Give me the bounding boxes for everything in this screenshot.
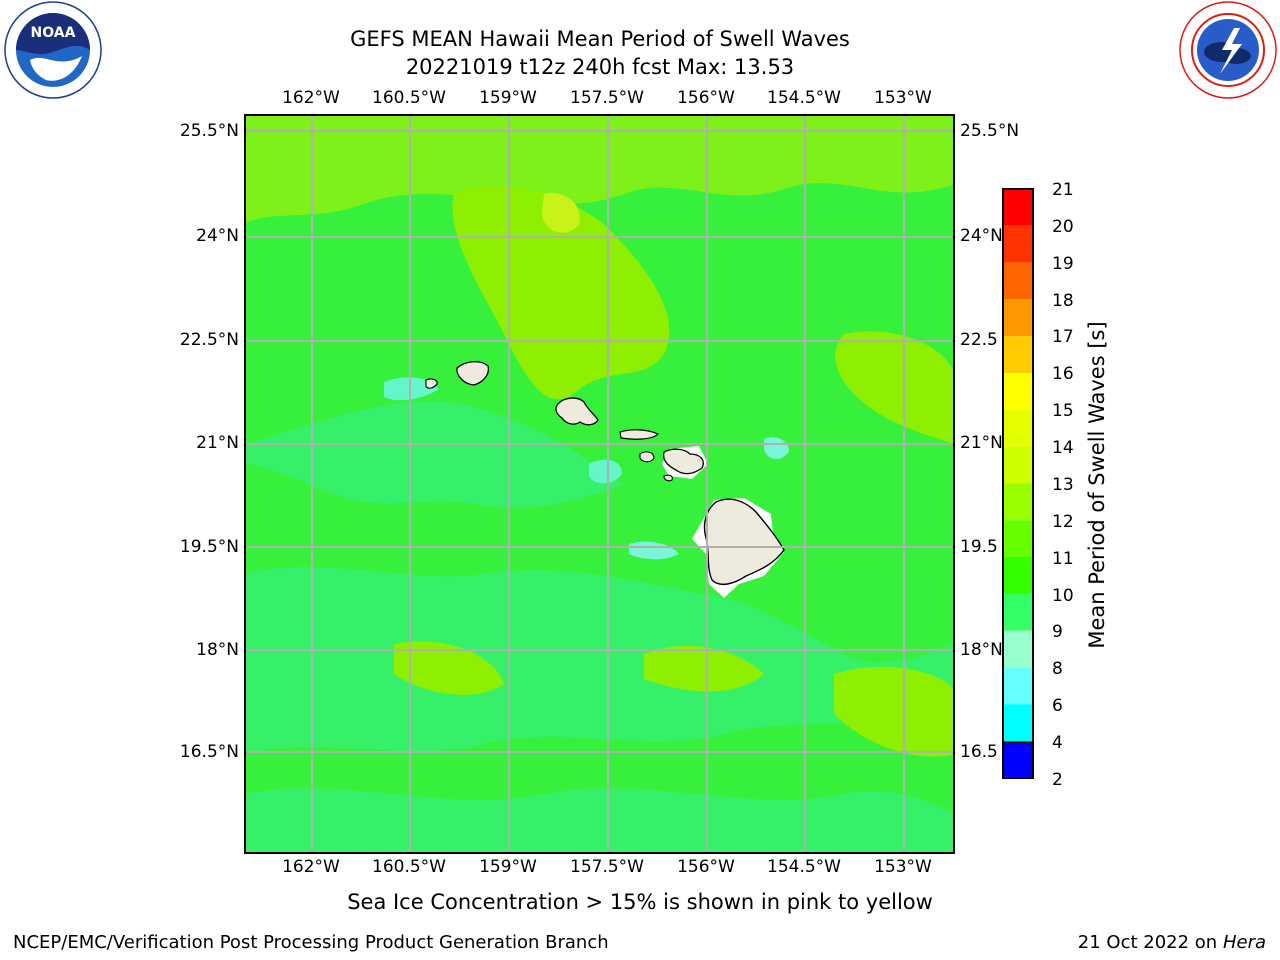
footer-date-text: 21 Oct 2022 on [1077,932,1223,953]
field-12-13-center [452,185,670,400]
colorbar-tick: 10 [1052,586,1074,606]
lat-label-right: 22.5 [960,330,998,350]
lon-label-bottom: 153°W [874,857,932,877]
lat-label-right: 18°N [960,640,1003,660]
lon-label-bottom: 160.5°W [372,857,446,877]
field-12-13-south-1 [394,641,504,695]
graticule [244,114,955,854]
lon-label-top: 157.5°W [570,88,644,108]
lat-label-left: 21°N [196,433,239,453]
colorbar-tick: 11 [1052,549,1074,569]
field-10-11-west [244,401,624,508]
map-panel [244,114,955,854]
field-9-10-patch-4 [764,437,789,460]
colorbar-tick: 15 [1052,401,1074,421]
lon-label-bottom: 156°W [677,857,735,877]
island-lanai [639,451,655,463]
lon-label-top: 156°W [677,88,735,108]
lon-label-top: 154.5°W [767,88,841,108]
lat-label-left: 22.5°N [179,330,239,350]
field-12-13-north [244,114,955,224]
map-title: GEFS MEAN Hawaii Mean Period of Swell Wa… [350,27,850,51]
lat-label-left: 25.5°N [179,121,239,141]
lat-label-left: 24°N [196,226,239,246]
field-12-13-south-3 [834,666,955,757]
colorbar-tick: 6 [1052,696,1063,716]
colorbar-tick: 18 [1052,291,1074,311]
sea-ice-note: Sea Ice Concentration > 15% is shown in … [347,890,933,914]
colorbar [1002,188,1034,779]
field-12-13-east [835,331,955,444]
field-10-11-south [244,566,955,754]
lat-label-left: 18°N [196,640,239,660]
lon-label-bottom: 159°W [479,857,537,877]
map-subtitle: 20221019 t12z 240h fcst Max: 13.53 [405,55,795,79]
island-kahoolawe [663,474,673,482]
lon-label-bottom: 162°W [282,857,340,877]
lon-label-top: 153°W [874,88,932,108]
lon-label-bottom: 154.5°W [767,857,841,877]
island-maui [662,448,704,475]
noaa-logo-text: NOAA [31,25,76,41]
island-molokai [619,429,660,440]
lat-label-right: 24°N [960,226,1003,246]
field-13-14-patch [542,193,580,233]
island-oahu [555,397,599,426]
lat-label-left: 16.5°N [179,742,239,762]
island-kauai [456,361,490,386]
lat-label-right: 19.5 [960,537,998,557]
nws-logo [1179,1,1277,99]
lat-label-left: 19.5°N [179,537,239,557]
lon-label-bottom: 157.5°W [570,857,644,877]
lat-label-right: 25.5°N [960,121,1020,141]
colorbar-tick: 2 [1052,770,1063,790]
map-frame [244,114,955,854]
colorbar-tick: 16 [1052,364,1074,384]
footer-branch: NCEP/EMC/Verification Post Processing Pr… [13,932,609,953]
field-9-10-patch-2 [589,459,622,484]
colorbar-tick: 9 [1052,622,1063,642]
lon-label-top: 159°W [479,88,537,108]
footer-date: 21 Oct 2022 on Hera [1078,932,1266,953]
colorbar-tick: 13 [1052,475,1074,495]
lon-label-top: 160.5°W [372,88,446,108]
island-niihau [425,378,438,389]
colorbar-tick: 19 [1052,254,1074,274]
lon-label-top: 162°W [282,88,340,108]
colorbar-bottom-segment [1003,742,1033,779]
colorbar-tick: 14 [1052,438,1074,458]
lat-label-right: 16.5 [960,742,998,762]
noaa-logo: NOAA [4,1,102,99]
field-9-10-patch-1 [384,377,439,401]
colorbar-tick: 21 [1052,180,1074,200]
field-12-13-south-2 [644,645,764,692]
colorbar-tick: 17 [1052,327,1074,347]
footer-host: Hera [1222,932,1266,953]
colorbar-tick: 12 [1052,512,1074,532]
colorbar-tick: 4 [1052,733,1063,753]
field-10-11-bottom [244,788,955,854]
colorbar-label: Mean Period of Swell Waves [s] [1085,321,1109,649]
colorbar-tick: 8 [1052,659,1063,679]
lat-label-right: 21°N [960,433,1003,453]
colorbar-tick: 20 [1052,217,1074,237]
